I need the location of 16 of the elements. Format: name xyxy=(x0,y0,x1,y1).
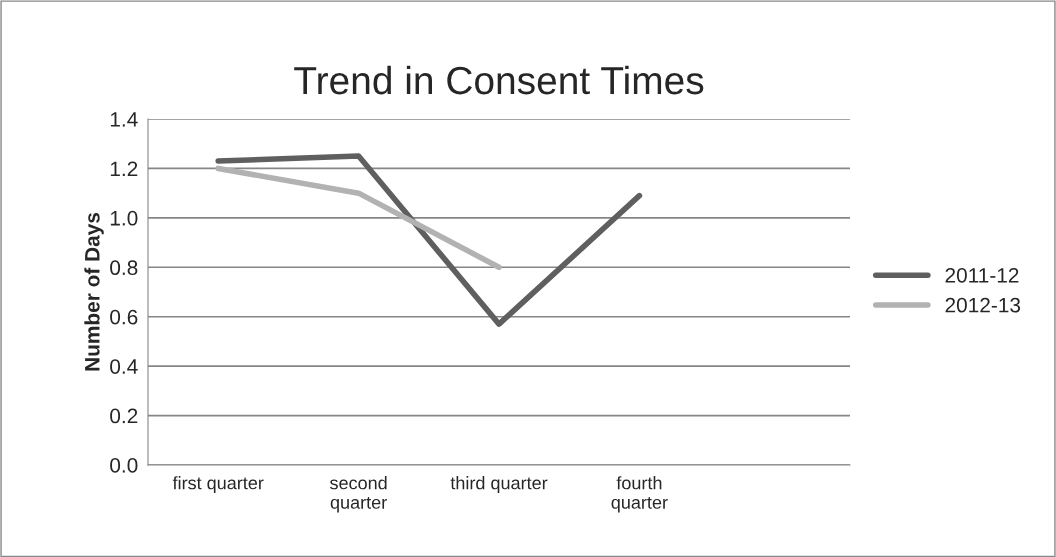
x-tick-label: second quarter xyxy=(329,476,387,513)
y-tick-label: 0.8 xyxy=(110,260,138,276)
y-tick-label: 0.4 xyxy=(110,359,138,374)
chart-title: Trend in Consent Times xyxy=(294,65,704,95)
y-tick-label: 1.4 xyxy=(110,112,138,127)
legend-label: 2011-12 xyxy=(945,267,1019,283)
y-tick-label: 1.2 xyxy=(110,161,138,176)
y-tick-label: 0.2 xyxy=(110,408,138,424)
legend-label: 2012-13 xyxy=(945,297,1021,313)
y-tick-label: 1.0 xyxy=(110,210,138,226)
x-tick-label: third quarter xyxy=(450,476,548,493)
x-tick-label: fourth quarter xyxy=(611,476,668,513)
y-tick-label: 0.6 xyxy=(110,309,138,325)
x-tick-label: first quarter xyxy=(172,476,264,493)
y-axis-title: Number of Days xyxy=(84,212,104,371)
y-tick-label: 0.0 xyxy=(110,458,138,473)
